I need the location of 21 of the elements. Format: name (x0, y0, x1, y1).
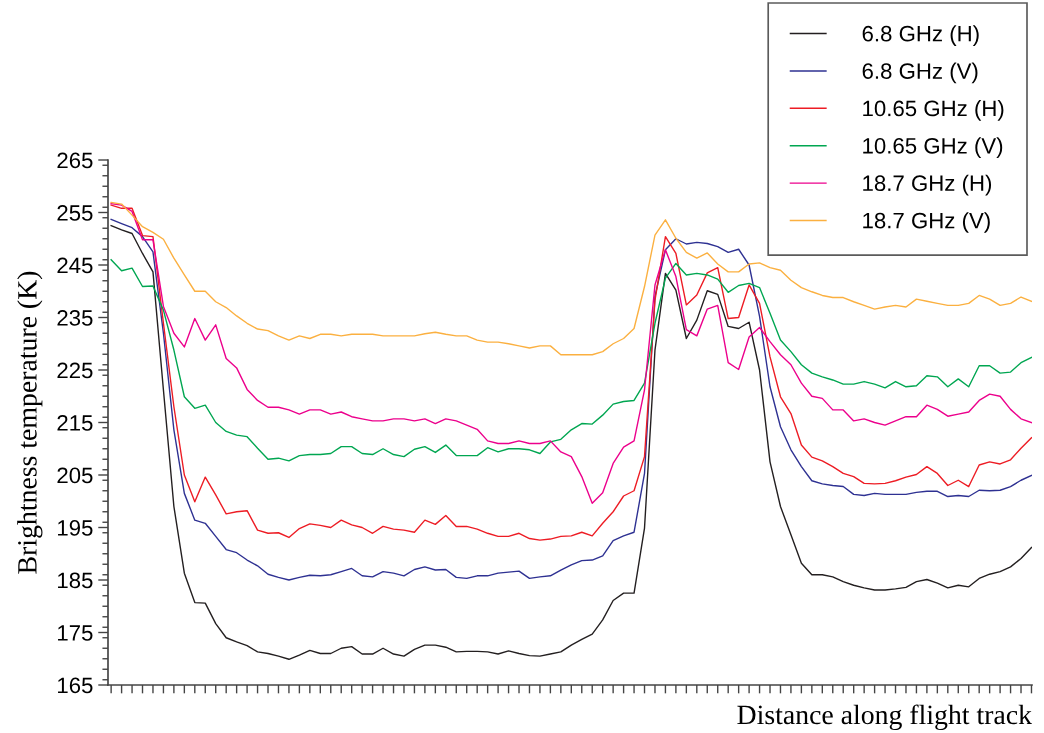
y-tick-label: 265 (57, 152, 93, 169)
y-tick-label: 235 (57, 310, 93, 326)
line-series (110, 201, 1032, 356)
y-tick-label: 165 (58, 677, 93, 694)
legend-label: 6.8 GHz (V) (862, 62, 978, 84)
y-tick-label: 255 (57, 205, 93, 221)
y-axis-title: Brightness temperature (K) (17, 271, 43, 574)
y-tick-label: 205 (57, 467, 93, 484)
x-axis-title: Distance along flight track (737, 704, 1032, 730)
line-series (110, 259, 1032, 462)
legend-label: 10.65 GHz (H) (863, 99, 1004, 121)
legend-label: 18.7 GHz (V) (863, 212, 990, 233)
y-tick-label: 195 (58, 520, 93, 536)
y-tick-label: 225 (57, 362, 93, 379)
y-tick-label: 175 (58, 625, 93, 641)
y-tick-label: 185 (58, 572, 93, 589)
legend-label: 6.8 GHz (H) (862, 25, 979, 46)
legend-label: 18.7 GHz (H) (863, 174, 992, 196)
y-tick-label: 215 (57, 415, 93, 431)
y-tick-label: 245 (57, 257, 93, 274)
legend-label: 10.65 GHz (V) (863, 137, 1003, 159)
